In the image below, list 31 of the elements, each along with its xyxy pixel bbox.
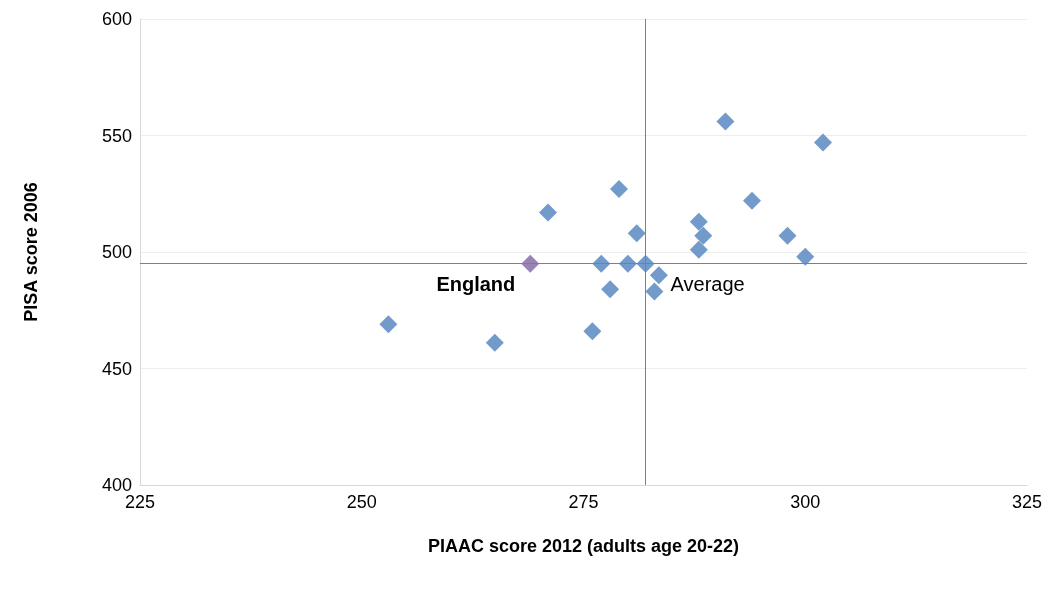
point — [485, 333, 504, 352]
y-tick-label: 450 — [101, 358, 132, 379]
point — [627, 224, 646, 243]
annotation: England — [436, 272, 516, 295]
point — [539, 203, 558, 222]
x-axis-title: PIAAC score 2012 (adults age 20-22) — [427, 536, 740, 556]
point — [689, 212, 708, 231]
y-axis-title: PISA score 2006 — [21, 182, 41, 322]
point — [778, 226, 797, 245]
annotation: Average — [670, 272, 745, 295]
y-tick-label: 400 — [101, 475, 132, 495]
point — [796, 247, 815, 266]
point — [689, 240, 708, 259]
point — [583, 322, 602, 341]
x-tick-label: 225 — [124, 492, 156, 512]
x-tick-label: 300 — [790, 492, 821, 512]
point — [379, 315, 398, 334]
y-tick-label: 600 — [101, 9, 132, 29]
point — [601, 280, 620, 299]
point — [694, 226, 713, 245]
point — [649, 266, 668, 285]
point — [743, 191, 762, 210]
y-tick-label: 550 — [101, 125, 132, 146]
point — [813, 133, 832, 152]
x-tick-label: 250 — [346, 492, 377, 512]
y-tick-label: 500 — [101, 242, 132, 262]
x-tick-label: 325 — [1011, 492, 1043, 512]
point — [609, 180, 628, 199]
point — [716, 112, 735, 131]
point — [645, 282, 664, 301]
x-tick-label: 275 — [568, 492, 599, 512]
